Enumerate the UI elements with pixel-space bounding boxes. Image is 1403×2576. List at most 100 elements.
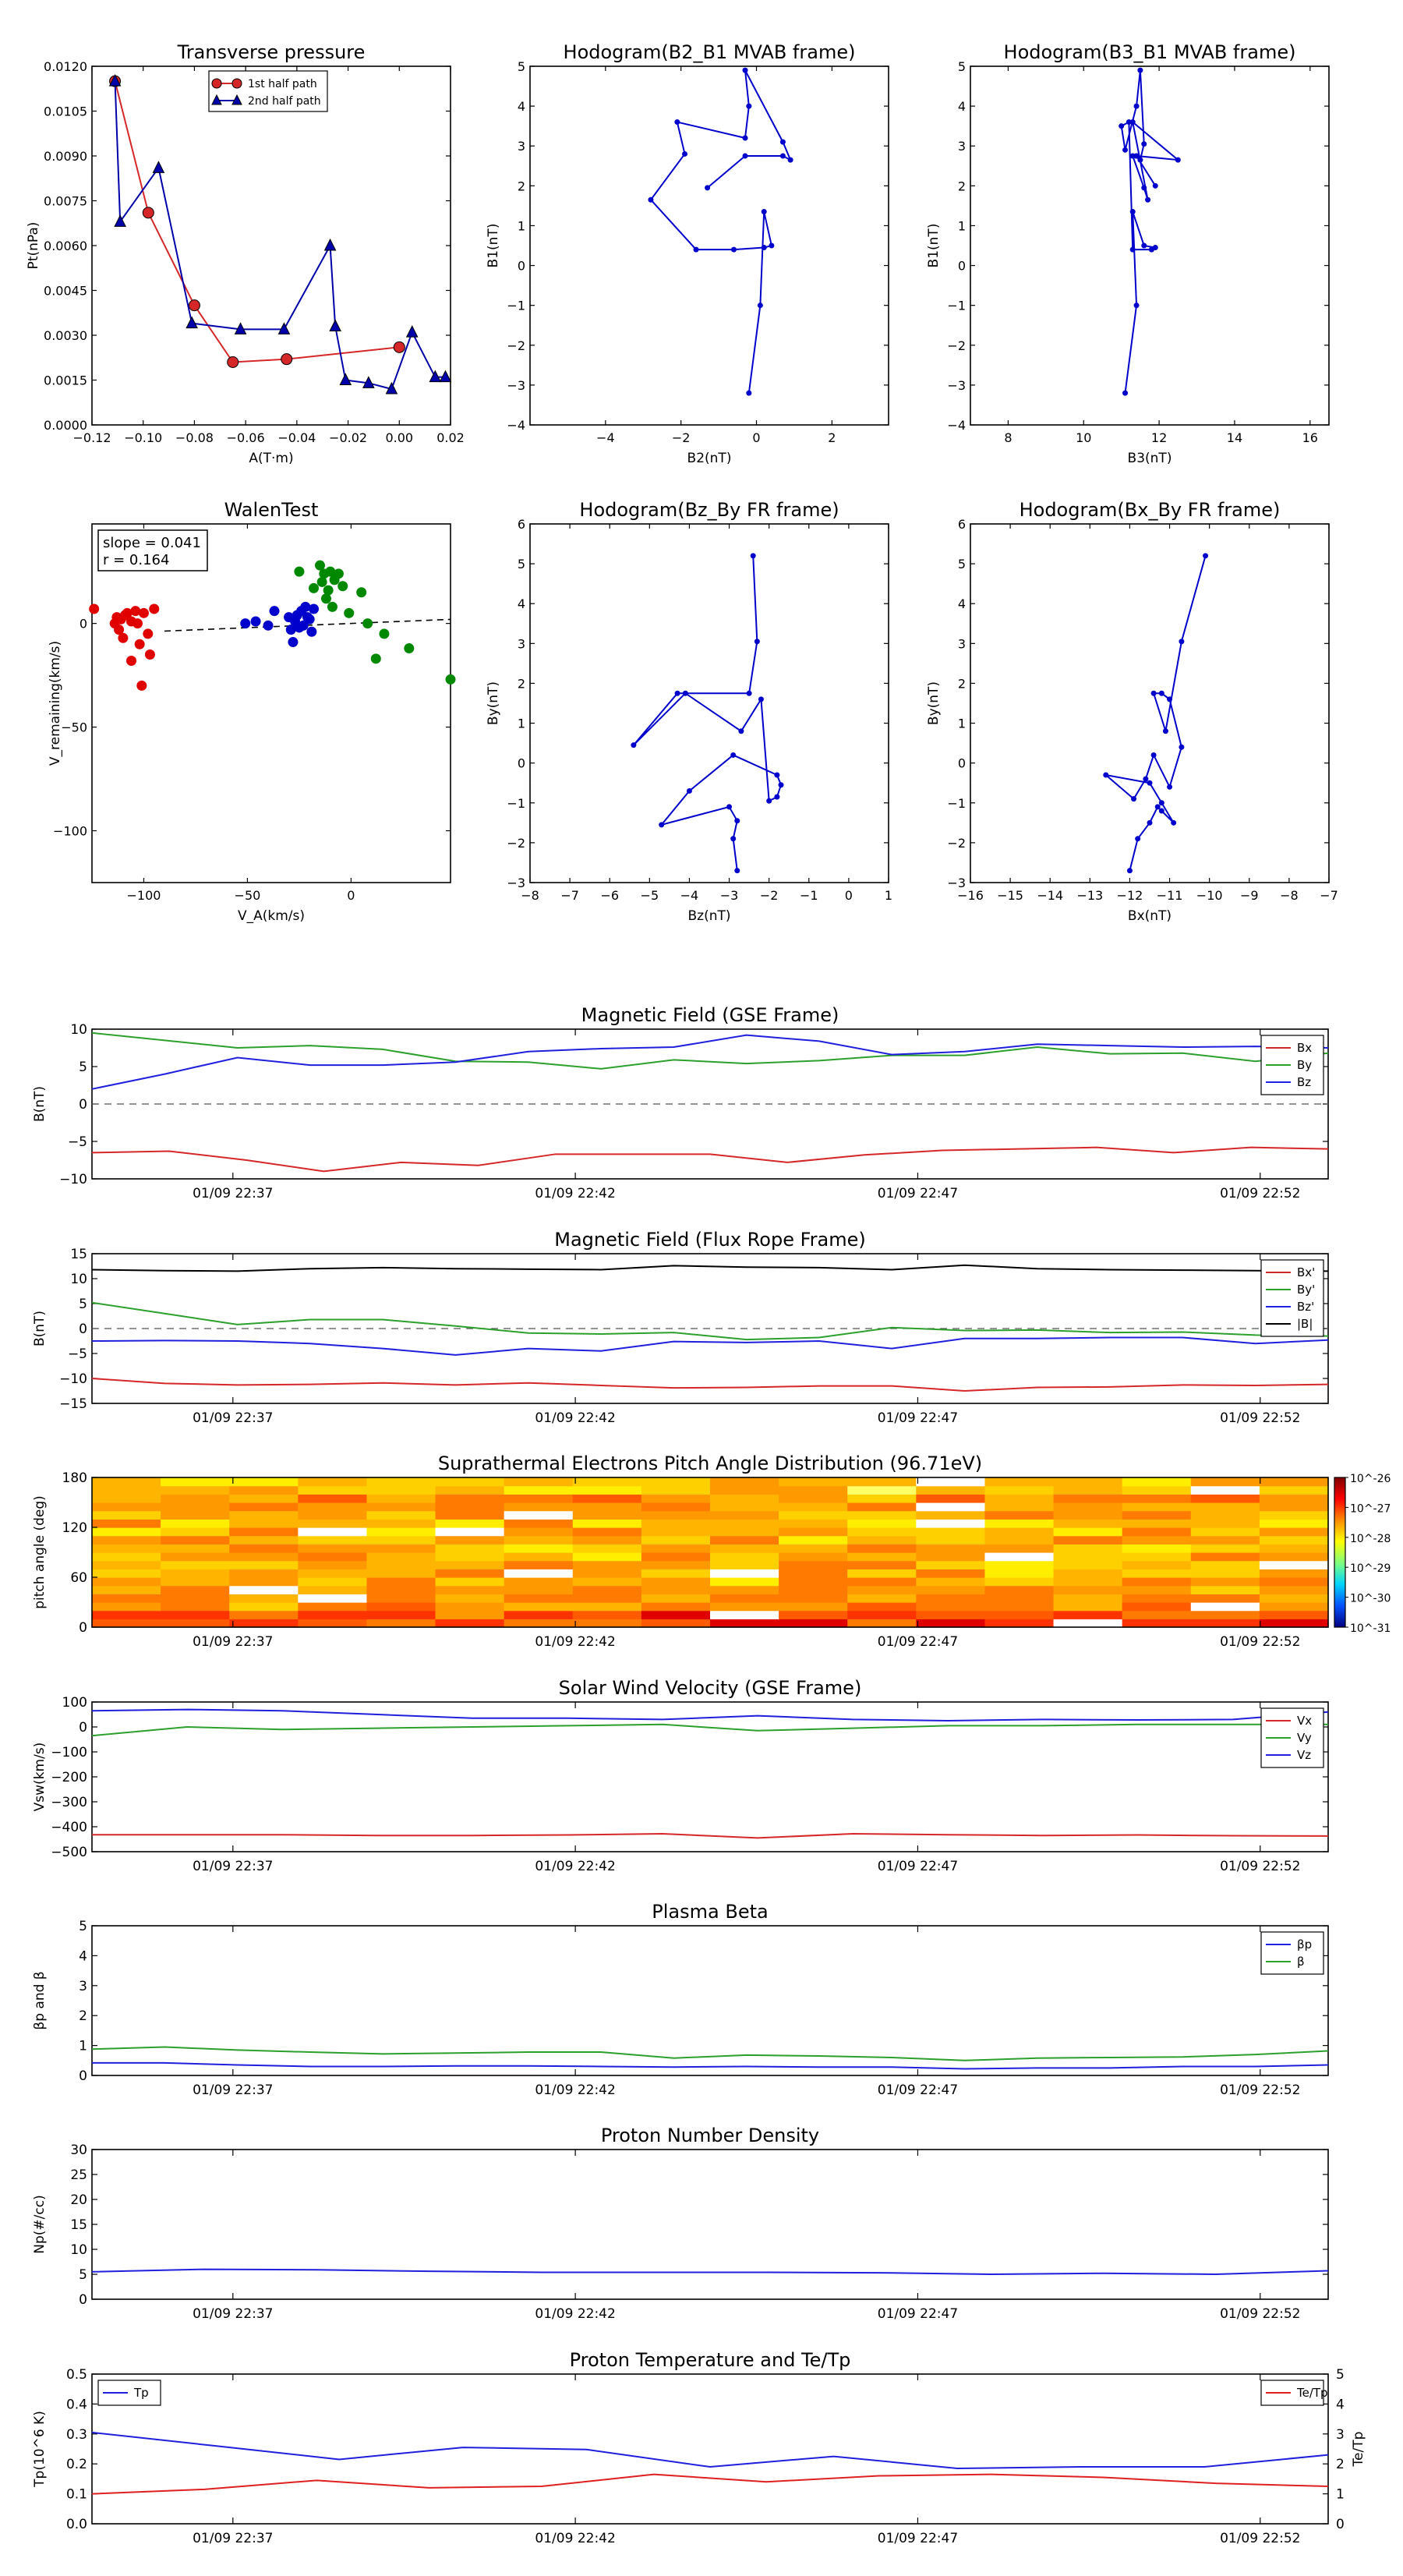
heatmap-cell xyxy=(229,1569,299,1578)
series-line xyxy=(91,1146,1329,1173)
scatter-point xyxy=(362,618,373,629)
series-line xyxy=(91,1336,1329,1356)
data-point xyxy=(1122,147,1129,153)
heatmap-cell xyxy=(847,1585,917,1594)
scatter-point xyxy=(134,639,145,649)
y-axis-label: Tp(10^6 K) xyxy=(32,2411,48,2488)
series-line xyxy=(91,1264,1329,1272)
data-point xyxy=(774,794,780,800)
scatter-point xyxy=(379,628,390,639)
heatmap-cell xyxy=(504,1619,574,1628)
y-axis-label: Pt(nPa) xyxy=(26,222,41,270)
heatmap-cell xyxy=(435,1594,505,1603)
x-tick-label: −0.08 xyxy=(175,430,214,445)
heatmap-cell xyxy=(916,1494,986,1503)
y-tick-label: 0.0060 xyxy=(44,239,87,253)
y-axis-label: B(nT) xyxy=(32,1086,48,1122)
heatmap-cell xyxy=(1259,1544,1329,1553)
heatmap-cell xyxy=(504,1519,574,1528)
heatmap-cell xyxy=(92,1602,161,1612)
heatmap-cell xyxy=(504,1477,574,1487)
y-tick-label: −3 xyxy=(507,876,525,890)
heatmap-cell xyxy=(916,1527,986,1537)
data-point xyxy=(1150,752,1157,758)
data-point xyxy=(1150,690,1157,696)
plot-frame xyxy=(91,523,451,883)
x-tick-label: 12 xyxy=(1151,430,1167,445)
heatmap-cell xyxy=(572,1569,642,1578)
heatmap-cell xyxy=(1190,1544,1260,1553)
heatmap-cell xyxy=(847,1519,917,1528)
heatmap-cell xyxy=(1190,1585,1260,1594)
heatmap-cell xyxy=(504,1594,574,1603)
data-point xyxy=(674,119,680,126)
data-point xyxy=(152,161,165,173)
legend-label: βp xyxy=(1297,1937,1312,1951)
scatter-point xyxy=(250,616,261,627)
heatmap-cell xyxy=(710,1544,779,1553)
legend-label: Bx' xyxy=(1297,1265,1315,1279)
data-point xyxy=(1137,67,1143,73)
heatmap-cell xyxy=(504,1510,574,1520)
heatmap-cell xyxy=(641,1477,711,1487)
x-axis-label: A(T·m) xyxy=(249,451,293,466)
heatmap-cell xyxy=(984,1569,1055,1578)
x-tick-label: 01/09 22:42 xyxy=(535,1410,615,1426)
data-point xyxy=(405,325,419,338)
legend-marker xyxy=(231,94,242,105)
series-line xyxy=(91,1301,1329,1341)
data-point xyxy=(730,246,737,253)
heatmap-cell xyxy=(641,1560,711,1569)
heatmap-cell xyxy=(298,1577,368,1587)
plot-frame xyxy=(529,523,889,883)
x-tick-label: −2 xyxy=(672,430,691,445)
heatmap-cell xyxy=(1259,1560,1329,1569)
series-line xyxy=(649,69,793,394)
y-tick-label: 0 xyxy=(79,2292,87,2308)
x-tick-label: 01/09 22:52 xyxy=(1220,1410,1300,1426)
heatmap-cell xyxy=(298,1585,368,1594)
heatmap-cell xyxy=(1190,1494,1260,1503)
heatmap-cell xyxy=(1259,1477,1329,1487)
scatter-point xyxy=(118,632,129,643)
heatmap-cell xyxy=(504,1494,574,1503)
scatter-point xyxy=(320,593,331,604)
heatmap-cell xyxy=(641,1494,711,1503)
heatmap-cell xyxy=(641,1502,711,1512)
x-tick-label: 8 xyxy=(1004,430,1012,445)
heatmap-cell xyxy=(229,1510,299,1520)
x-tick-label: 01/09 22:47 xyxy=(878,1859,958,1874)
heatmap-cell xyxy=(161,1569,230,1578)
data-point xyxy=(693,246,699,253)
x-tick-label: 01/09 22:37 xyxy=(193,1410,273,1426)
heatmap-cell xyxy=(298,1560,368,1569)
heatmap-cell xyxy=(435,1602,505,1612)
heatmap-cell xyxy=(1122,1585,1192,1594)
x-axis-label: B2(nT) xyxy=(687,451,732,466)
heatmap-cell xyxy=(1053,1577,1123,1587)
heatmap-cell xyxy=(161,1610,230,1619)
data-point xyxy=(1143,776,1149,782)
legend-label: Vx xyxy=(1297,1714,1312,1728)
heatmap-cell xyxy=(779,1552,848,1562)
heatmap-cell xyxy=(641,1552,711,1562)
data-point xyxy=(323,238,337,251)
heatmap-cell xyxy=(1122,1577,1192,1587)
scatter-point xyxy=(445,674,456,685)
heatmap-cell xyxy=(1122,1477,1192,1487)
heatmap-cell xyxy=(366,1602,436,1612)
y-tick-label: 5 xyxy=(79,1919,87,1934)
data-point xyxy=(1137,157,1143,163)
heatmap-cell xyxy=(847,1602,917,1612)
data-point xyxy=(1158,800,1164,806)
y-tick-label: −100 xyxy=(53,824,87,839)
y-tick-label: 25 xyxy=(70,2167,87,2183)
heatmap-cell xyxy=(710,1527,779,1537)
y-tick-label: 5 xyxy=(79,1060,87,1075)
heatmap-cell xyxy=(1190,1502,1260,1512)
scatter-point xyxy=(89,603,100,614)
scatter-point xyxy=(269,606,280,617)
heatmap-cell xyxy=(710,1610,779,1619)
heatmap-cell xyxy=(92,1502,161,1512)
y-right-tick-label: 3 xyxy=(1336,2427,1345,2443)
